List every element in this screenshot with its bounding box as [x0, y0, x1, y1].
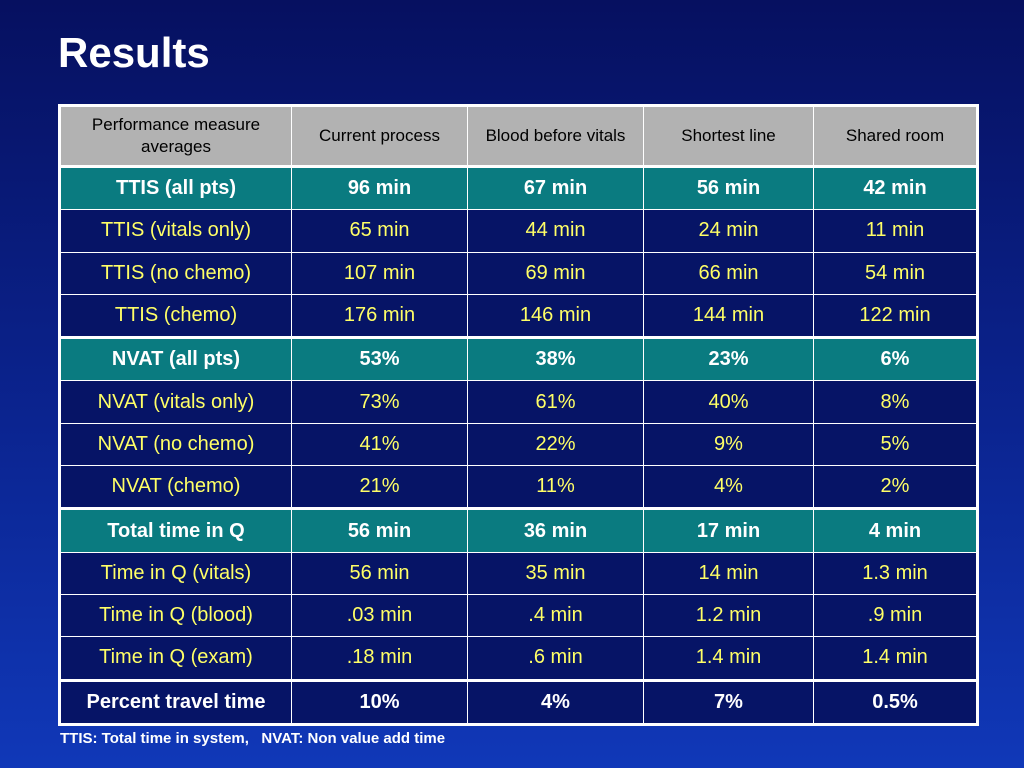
- table-header: Performance measure averages Current pro…: [59, 105, 978, 168]
- table-cell: 56 min: [643, 164, 814, 211]
- table-row: TTIS (no chemo) 107 min 69 min 66 min 54…: [59, 251, 978, 295]
- table-cell: 40%: [643, 380, 814, 424]
- table-row: Time in Q (vitals) 56 min 35 min 14 min …: [59, 551, 978, 595]
- header-cell-shortest-line: Shortest line: [643, 105, 814, 168]
- slide-title: Results: [58, 29, 210, 76]
- row-label: NVAT (chemo): [59, 465, 292, 510]
- table-row: Time in Q (exam) .18 min .6 min 1.4 min …: [59, 636, 978, 681]
- table-cell: 0.5%: [813, 678, 978, 725]
- table-cell: 22%: [467, 422, 644, 467]
- table-cell: 1.4 min: [813, 636, 978, 681]
- table-cell: 146 min: [467, 293, 644, 339]
- table-cell: 144 min: [643, 293, 814, 339]
- table-cell: 1.3 min: [813, 551, 978, 595]
- table-cell: 36 min: [467, 507, 644, 553]
- table-cell: 8%: [813, 380, 978, 424]
- table-cell: 17 min: [643, 507, 814, 553]
- row-label: NVAT (no chemo): [59, 422, 292, 467]
- row-label: Time in Q (blood): [59, 593, 292, 638]
- table-row: NVAT (no chemo) 41% 22% 9% 5%: [59, 422, 978, 467]
- table-row: Total time in Q 56 min 36 min 17 min 4 m…: [59, 507, 978, 553]
- table-cell: 4%: [643, 465, 814, 510]
- table-cell: 6%: [813, 336, 978, 382]
- table-row: NVAT (all pts) 53% 38% 23% 6%: [59, 336, 978, 382]
- table-cell: 56 min: [291, 507, 468, 553]
- table-cell: 54 min: [813, 251, 978, 295]
- table-row: Time in Q (blood) .03 min .4 min 1.2 min…: [59, 593, 978, 638]
- row-label: TTIS (vitals only): [59, 209, 292, 253]
- table-cell: 11%: [467, 465, 644, 510]
- table-cell: 4%: [467, 678, 644, 725]
- table-row: NVAT (vitals only) 73% 61% 40% 8%: [59, 380, 978, 424]
- table-cell: .18 min: [291, 636, 468, 681]
- table-cell: 107 min: [291, 251, 468, 295]
- table-cell: 21%: [291, 465, 468, 510]
- table-cell: 4 min: [813, 507, 978, 553]
- table-cell: .4 min: [467, 593, 644, 638]
- table-cell: 42 min: [813, 164, 978, 211]
- table-cell: 73%: [291, 380, 468, 424]
- row-label: TTIS (chemo): [59, 293, 292, 339]
- header-cell-current-process: Current process: [291, 105, 468, 168]
- table-cell: 41%: [291, 422, 468, 467]
- table-cell: 23%: [643, 336, 814, 382]
- table-cell: 66 min: [643, 251, 814, 295]
- table-row: TTIS (vitals only) 65 min 44 min 24 min …: [59, 209, 978, 253]
- table-cell: 2%: [813, 465, 978, 510]
- table-body: TTIS (all pts) 96 min 67 min 56 min 42 m…: [59, 164, 978, 725]
- table-cell: 53%: [291, 336, 468, 382]
- table-cell: 24 min: [643, 209, 814, 253]
- table-cell: 14 min: [643, 551, 814, 595]
- table-cell: 1.4 min: [643, 636, 814, 681]
- table-cell: .9 min: [813, 593, 978, 638]
- table-cell: 9%: [643, 422, 814, 467]
- row-label: NVAT (vitals only): [59, 380, 292, 424]
- table-cell: 7%: [643, 678, 814, 725]
- table-cell: 69 min: [467, 251, 644, 295]
- header-cell-measure: Performance measure averages: [59, 105, 292, 168]
- table-row: NVAT (chemo) 21% 11% 4% 2%: [59, 465, 978, 510]
- header-cell-shared-room: Shared room: [813, 105, 978, 168]
- table-cell: 65 min: [291, 209, 468, 253]
- row-label: Total time in Q: [59, 507, 292, 553]
- header-row: Performance measure averages Current pro…: [59, 105, 978, 168]
- table-cell: 122 min: [813, 293, 978, 339]
- table-cell: 11 min: [813, 209, 978, 253]
- footnote: TTIS: Total time in system, NVAT: Non va…: [60, 730, 446, 747]
- row-label: Time in Q (exam): [59, 636, 292, 681]
- table-cell: .03 min: [291, 593, 468, 638]
- table-cell: 35 min: [467, 551, 644, 595]
- table-cell: 96 min: [291, 164, 468, 211]
- table-cell: 56 min: [291, 551, 468, 595]
- row-label: Percent travel time: [59, 678, 292, 725]
- table-cell: 5%: [813, 422, 978, 467]
- header-cell-blood-before-vitals: Blood before vitals: [467, 105, 644, 168]
- results-table: Performance measure averages Current pro…: [58, 104, 979, 726]
- row-label: TTIS (no chemo): [59, 251, 292, 295]
- row-label: TTIS (all pts): [59, 164, 292, 211]
- table-cell: 67 min: [467, 164, 644, 211]
- table-cell: .6 min: [467, 636, 644, 681]
- table-cell: 61%: [467, 380, 644, 424]
- table-cell: 10%: [291, 678, 468, 725]
- table-row: TTIS (all pts) 96 min 67 min 56 min 42 m…: [59, 164, 978, 211]
- row-label: NVAT (all pts): [59, 336, 292, 382]
- table-cell: 44 min: [467, 209, 644, 253]
- table-row: Percent travel time 10% 4% 7% 0.5%: [59, 678, 978, 725]
- table-cell: 176 min: [291, 293, 468, 339]
- table-row: TTIS (chemo) 176 min 146 min 144 min 122…: [59, 293, 978, 339]
- row-label: Time in Q (vitals): [59, 551, 292, 595]
- table-cell: 1.2 min: [643, 593, 814, 638]
- table-cell: 38%: [467, 336, 644, 382]
